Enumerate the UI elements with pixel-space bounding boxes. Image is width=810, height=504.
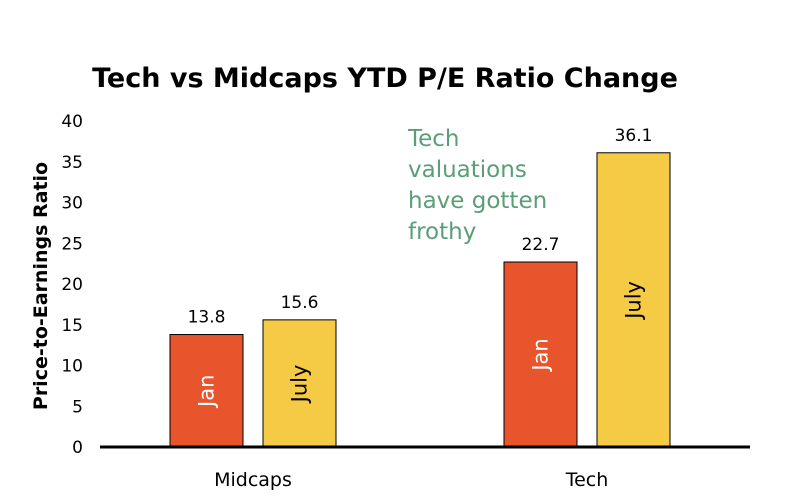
y-tick-label: 35 (61, 153, 83, 173)
y-tick-label: 30 (61, 194, 83, 214)
y-tick-label: 40 (61, 112, 83, 132)
annotation-line: valuations (408, 157, 527, 183)
bar-series-label: Jan (195, 375, 219, 409)
bar-series-label: July (288, 365, 312, 405)
data-label: 36.1 (615, 126, 653, 146)
annotation-text: Tech valuations have gotten frothy (407, 126, 547, 245)
bar-midcaps-july (262, 319, 337, 448)
bar-series-label: Jan (529, 338, 553, 372)
bar-midcaps-jan (169, 334, 244, 448)
x-category-label: Midcaps (214, 469, 292, 491)
bar-series-label: July (622, 281, 646, 321)
annotation-line: frothy (408, 219, 476, 245)
annotation-line: Tech (407, 126, 460, 152)
y-tick-label: 20 (61, 275, 83, 295)
y-tick-label: 25 (61, 234, 83, 254)
bar-tech-july (596, 152, 671, 448)
y-tick-label: 0 (72, 438, 83, 458)
y-tick-label: 10 (61, 357, 83, 377)
bars: 13.8 Jan 15.6 July 22.7 Jan 36.1 July (169, 126, 671, 448)
y-axis-label: Price-to-Earnings Ratio (30, 162, 52, 410)
data-label: 22.7 (522, 235, 560, 255)
annotation-line: have gotten (408, 188, 547, 214)
x-axis-categories: Midcaps Tech (214, 469, 608, 491)
chart-title: Tech vs Midcaps YTD P/E Ratio Change (92, 63, 678, 94)
y-axis-ticks: 0 5 10 15 20 25 30 35 40 (61, 112, 83, 458)
x-category-label: Tech (565, 469, 609, 491)
y-tick-label: 5 (72, 397, 83, 417)
data-label: 13.8 (188, 308, 226, 328)
bar-tech-jan (503, 261, 578, 448)
y-tick-label: 15 (61, 316, 83, 336)
data-label: 15.6 (281, 293, 319, 313)
